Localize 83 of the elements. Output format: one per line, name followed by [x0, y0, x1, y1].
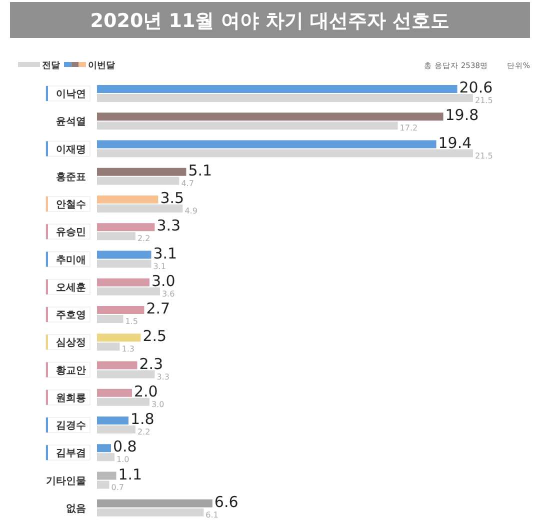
- bar: [97, 388, 132, 397]
- bar: [97, 361, 138, 370]
- data-label: 3.5: [160, 189, 184, 207]
- y-tick-label: 기타인물: [46, 476, 86, 487]
- y-tick-label: 김부겸: [56, 448, 86, 460]
- data-label: 3.1: [153, 244, 178, 262]
- bar: [97, 250, 152, 259]
- bar: [97, 112, 444, 121]
- bar: [97, 453, 114, 462]
- data-label: 2.5: [142, 327, 167, 346]
- bar: [97, 196, 158, 204]
- data-label: 4.9: [184, 206, 198, 216]
- y-tick-label: 오세훈: [56, 282, 86, 294]
- bar: [97, 168, 186, 176]
- bar: [97, 499, 212, 508]
- data-label: 3.6: [162, 289, 175, 298]
- data-label: 2.2: [137, 428, 150, 436]
- data-label: 2.0: [134, 382, 158, 400]
- bar: [97, 85, 458, 93]
- y-tick-label: 원희룡: [56, 392, 86, 404]
- bar: [97, 426, 136, 434]
- bar: [97, 416, 128, 424]
- data-label: 17.2: [400, 124, 418, 133]
- y-tick-label: 황교안: [56, 365, 86, 376]
- bar: [97, 315, 124, 323]
- data-label: 3.1: [153, 262, 166, 271]
- y-tick-label: 이재명: [56, 144, 86, 156]
- bar: [97, 232, 136, 240]
- bar: [97, 260, 152, 268]
- bar: [97, 444, 111, 452]
- y-tick-label: 심상정: [56, 338, 86, 349]
- y-tick-label: 이낙연: [56, 89, 86, 100]
- data-label: 3.3: [156, 372, 170, 382]
- bar: [97, 94, 473, 102]
- bar: [97, 472, 116, 480]
- data-label: 1.8: [130, 410, 154, 428]
- y-tick-label: 홍준표: [56, 172, 86, 183]
- data-label: 21.5: [475, 96, 493, 105]
- data-label: 20.6: [459, 78, 493, 96]
- data-label: 3.0: [151, 272, 176, 290]
- data-label: 6.1: [206, 510, 218, 520]
- bar: [97, 306, 144, 314]
- bar: [97, 508, 204, 516]
- data-label: 3.0: [151, 400, 164, 409]
- data-label: 4.7: [181, 178, 194, 188]
- y-tick-label: 유승민: [56, 227, 86, 238]
- data-label: 2.2: [137, 234, 150, 244]
- y-tick-label: 추미애: [56, 254, 86, 266]
- bar: [97, 480, 110, 489]
- bar: [97, 287, 160, 296]
- bar: [97, 223, 155, 232]
- data-label: 21.5: [475, 151, 493, 160]
- data-label: 6.6: [214, 492, 238, 511]
- bar: [97, 342, 120, 351]
- bar: [97, 334, 141, 342]
- bar: [97, 122, 398, 130]
- bar: [97, 398, 150, 406]
- chart-title: 2020년 11월 여야 차기 대선주자 선호도: [90, 10, 450, 32]
- y-tick-label: 주호영: [56, 310, 86, 321]
- data-label: 1.0: [116, 455, 130, 464]
- legend-label: 이번달: [88, 61, 115, 71]
- bar: [97, 370, 155, 378]
- data-label: 1.1: [118, 465, 142, 484]
- data-label: 0.8: [112, 438, 137, 456]
- data-label: 2.3: [139, 354, 164, 373]
- bar: [97, 176, 180, 185]
- y-tick-label: 윤석열: [56, 116, 86, 128]
- bar: [97, 149, 473, 158]
- y-tick-label: 김경수: [56, 420, 86, 432]
- bar: [97, 204, 183, 212]
- y-tick-label: 안철수: [56, 200, 86, 210]
- data-label: 19.4: [438, 134, 472, 152]
- y-tick-label: 없음: [66, 503, 86, 514]
- data-label: 2.7: [146, 300, 170, 318]
- data-label: 5.1: [188, 161, 212, 180]
- bar: [97, 278, 150, 286]
- data-label: 1.3: [122, 344, 134, 354]
- legend-label: 전달: [42, 61, 60, 71]
- data-label: 0.7: [111, 482, 124, 492]
- data-label: 19.8: [445, 106, 479, 124]
- bar: [97, 140, 436, 148]
- data-label: 3.3: [156, 216, 181, 235]
- data-label: 1.5: [125, 317, 138, 326]
